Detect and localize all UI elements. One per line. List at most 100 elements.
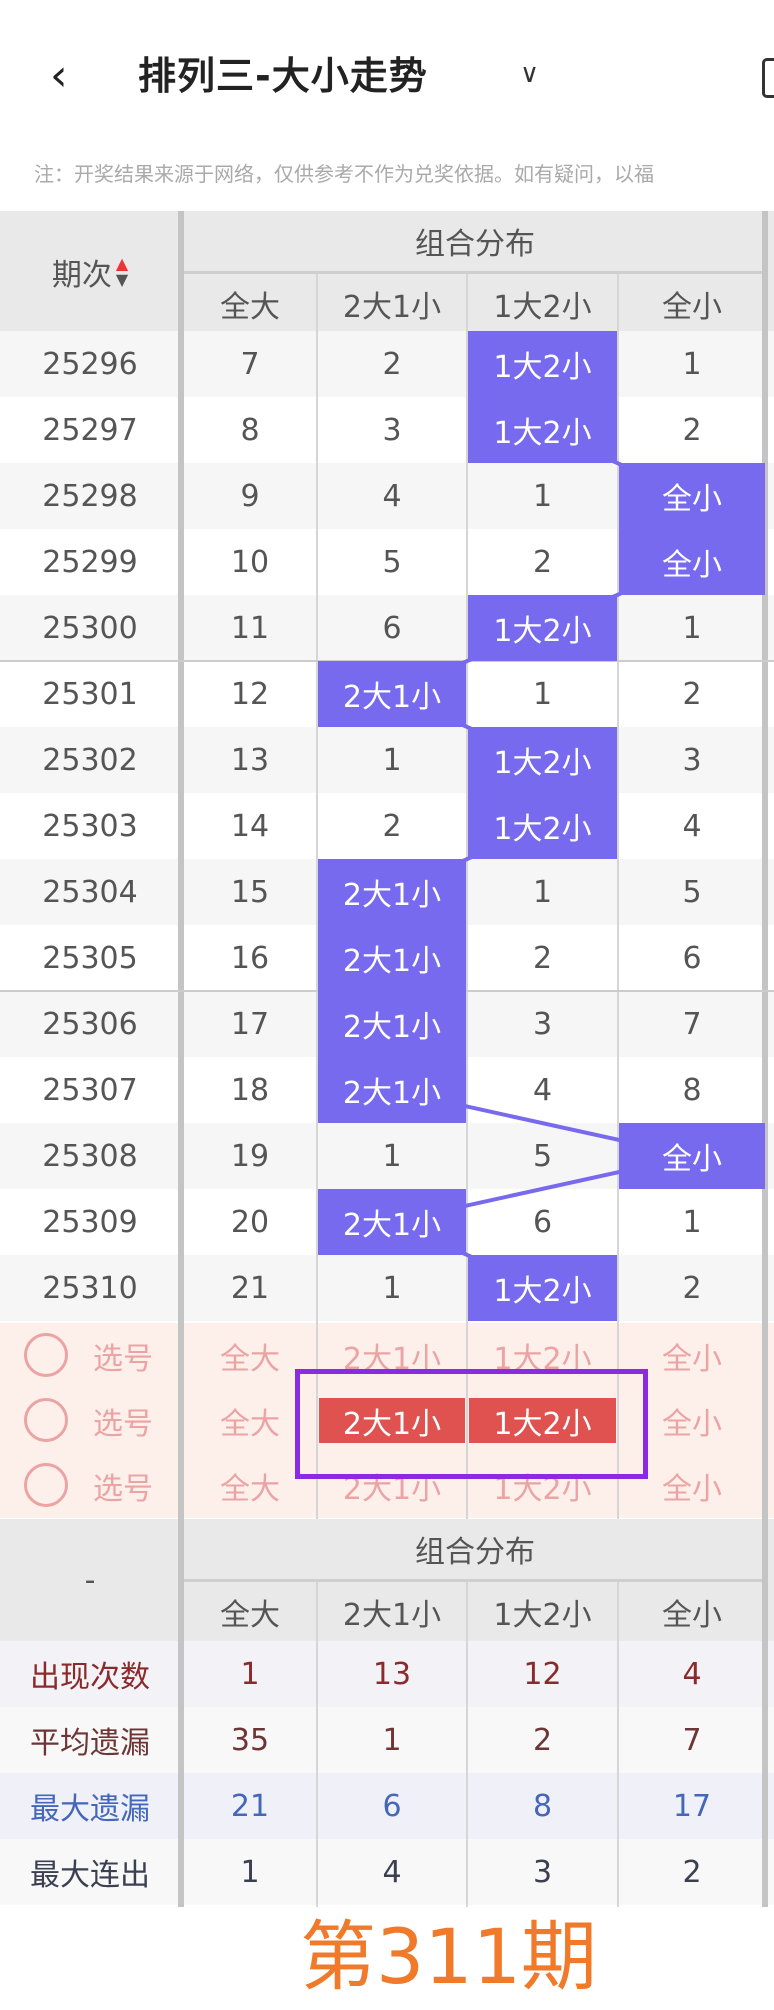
select-option-0[interactable]: 全大 [220, 1341, 280, 1377]
period-cell: 25303 [42, 808, 138, 844]
corner-label: 期次 [51, 258, 112, 293]
stats-value: 2 [532, 1722, 553, 1758]
stats-value: 3 [532, 1854, 553, 1890]
miss-count-cell: 2 [682, 1270, 702, 1306]
column-divider [762, 211, 768, 1907]
hit-cell: 1大2小 [468, 331, 617, 397]
miss-count-cell: 1 [682, 1204, 702, 1240]
back-button[interactable]: ‹ [50, 50, 90, 102]
miss-count-cell: 7 [682, 1006, 702, 1042]
miss-count-cell: 6 [532, 1204, 553, 1240]
sort-up-down-icon[interactable]: ▲ ▼ [115, 254, 129, 289]
hit-cell: 1大2小 [468, 595, 617, 661]
stats-value: 4 [682, 1656, 702, 1692]
period-cell: 25306 [42, 1006, 138, 1042]
stats-value: 13 [372, 1656, 412, 1692]
table-group-header: 组合分布 [415, 227, 535, 262]
miss-count-cell: 1 [682, 346, 702, 382]
select-radio[interactable] [24, 1398, 68, 1442]
miss-count-cell: 4 [532, 1072, 553, 1108]
table-row [0, 595, 774, 661]
miss-count-cell: 8 [682, 1072, 702, 1108]
select-option-0[interactable]: 全大 [220, 1471, 280, 1507]
stats-value: 4 [382, 1854, 402, 1890]
period-cell: 25310 [42, 1270, 138, 1306]
disclaimer-notice: 注：开奖结果来源于网络，仅供参考不作为兑奖依据。如有疑问，以福 [34, 162, 654, 186]
miss-count-cell: 1 [682, 610, 702, 646]
select-option-1[interactable]: 2大1小 [319, 1398, 465, 1443]
stats-value: 12 [523, 1656, 562, 1692]
miss-count-cell: 2 [382, 808, 402, 844]
select-option-3[interactable]: 全小 [662, 1471, 722, 1507]
column-divider [316, 274, 318, 1519]
stats-label: 最大连出 [30, 1858, 150, 1893]
hit-cell: 2大1小 [318, 1189, 466, 1255]
select-label[interactable]: 选号 [93, 1341, 153, 1377]
divider [184, 271, 766, 274]
hit-cell: 1大2小 [468, 397, 617, 463]
table-column-header: 1大2小 [493, 289, 592, 325]
stats-label: 平均遗漏 [30, 1726, 150, 1761]
period-cell: 25308 [42, 1138, 138, 1174]
period-cell: 25296 [42, 346, 138, 382]
page-title[interactable]: 排列三-大小走势 [138, 54, 428, 98]
column-divider [466, 274, 468, 1519]
miss-count-cell: 16 [230, 940, 270, 976]
miss-count-cell: 10 [230, 544, 270, 580]
stats-row [0, 1839, 774, 1905]
select-option-2[interactable]: 1大2小 [469, 1398, 616, 1443]
stats-corner: - [0, 1519, 180, 1641]
period-cell: 25307 [42, 1072, 138, 1108]
hit-cell: 1大2小 [468, 1255, 617, 1321]
select-radio[interactable] [24, 1463, 68, 1507]
select-label[interactable]: 选号 [93, 1471, 153, 1507]
hit-cell: 全小 [619, 1123, 765, 1189]
miss-count-cell: 14 [230, 808, 270, 844]
miss-count-cell: 4 [682, 808, 702, 844]
column-divider [178, 211, 184, 1907]
table-row [0, 397, 774, 463]
miss-count-cell: 19 [230, 1138, 270, 1174]
select-option-3[interactable]: 全小 [662, 1341, 722, 1377]
select-option-0[interactable]: 全大 [220, 1406, 280, 1442]
miss-count-cell: 2 [532, 544, 553, 580]
table-column-header: 全大 [220, 289, 280, 325]
miss-count-cell: 5 [682, 874, 702, 910]
period-cell: 25297 [42, 412, 138, 448]
stats-value: 21 [230, 1788, 270, 1824]
table-row [0, 727, 774, 793]
column-divider [316, 1582, 318, 1907]
period-cell: 25299 [42, 544, 138, 580]
stats-column-header: 1大2小 [493, 1597, 592, 1633]
period-cell: 25302 [42, 742, 138, 778]
table-row [0, 331, 774, 397]
miss-count-cell: 2 [682, 676, 702, 712]
stats-label: 最大遗漏 [30, 1792, 150, 1827]
stats-value: 2 [682, 1854, 702, 1890]
table-corner[interactable]: 期次 ▲ ▼ [0, 211, 180, 333]
select-radio[interactable] [24, 1333, 68, 1377]
miss-count-cell: 3 [682, 742, 702, 778]
column-divider [466, 1582, 468, 1907]
miss-count-cell: 1 [382, 742, 402, 778]
period-cell: 25300 [42, 610, 138, 646]
table-row [0, 793, 774, 859]
stats-group-header: 组合分布 [415, 1535, 535, 1570]
miss-count-cell: 4 [382, 478, 402, 514]
miss-count-cell: 7 [240, 346, 260, 382]
hit-cell: 全小 [619, 529, 765, 595]
chevron-left-icon: ‹ [50, 50, 68, 101]
period-cell: 25301 [42, 676, 138, 712]
selection-highlight-box [295, 1369, 648, 1479]
chevron-down-icon[interactable]: ∨ [520, 59, 540, 89]
stats-value: 8 [532, 1788, 553, 1824]
stats-row [0, 1707, 774, 1773]
share-icon[interactable] [762, 58, 774, 98]
column-divider [617, 274, 619, 1519]
select-option-3[interactable]: 全小 [662, 1406, 722, 1442]
select-label[interactable]: 选号 [93, 1406, 153, 1442]
period-cell: 25309 [42, 1204, 138, 1240]
stats-column-header: 2大1小 [342, 1597, 442, 1633]
stats-value: 1 [240, 1854, 260, 1890]
divider [184, 1579, 766, 1582]
